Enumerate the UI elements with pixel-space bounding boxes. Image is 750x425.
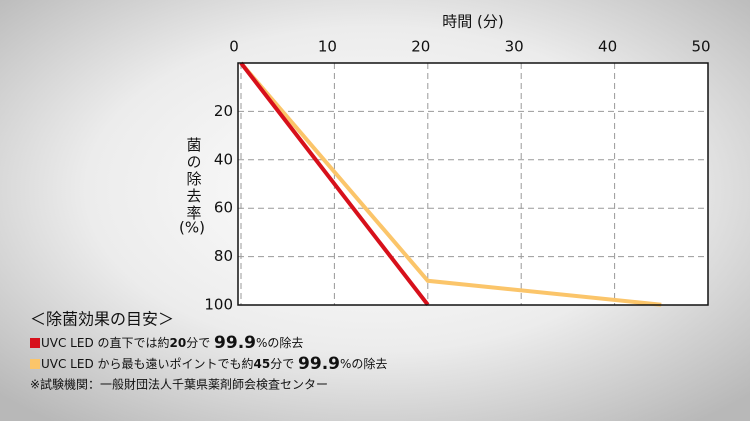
- plot-area: [238, 63, 708, 305]
- series-line: [239, 61, 430, 306]
- x-tick-label: 40: [598, 38, 617, 56]
- note-line: UVC LED の直下では約20分で 99.9%の除去: [41, 333, 303, 353]
- y-axis-title: 菌の除去率: [185, 137, 203, 222]
- note-part: 分で: [186, 336, 214, 350]
- note-part: 分で: [270, 357, 298, 371]
- x-tick-label: 50: [691, 38, 710, 56]
- x-axis-title: 時間 (分): [442, 13, 503, 31]
- note-part: 45: [254, 357, 271, 371]
- note-part: %の除去: [256, 335, 303, 350]
- notes-heading: ＜除菌効果の目安＞: [30, 310, 174, 329]
- legend-swatch: [30, 338, 40, 348]
- marks: [239, 61, 662, 307]
- x-tick-label: 30: [505, 38, 524, 56]
- note-line: UVC LED から最も遠いポイントでも約45分で 99.9%の除去: [41, 354, 387, 374]
- legend-swatch: [30, 359, 40, 369]
- x-tick-label: 20: [411, 38, 430, 56]
- x-tick-label: 0: [229, 38, 239, 56]
- y-tick-label: 100: [204, 296, 233, 314]
- y-tick-label: 80: [214, 247, 233, 265]
- note-part: 99.9: [214, 333, 256, 353]
- note-part: UVC LED から最も遠いポイントでも約: [41, 356, 254, 371]
- note-part: UVC LED の直下では約: [41, 335, 170, 350]
- x-tick-label: 10: [318, 38, 337, 56]
- note-part: 20: [170, 336, 187, 350]
- y-axis-unit: (%): [179, 219, 205, 237]
- y-tick-label: 60: [214, 199, 233, 217]
- note-part: %の除去: [340, 356, 387, 371]
- y-tick-label: 40: [214, 150, 233, 168]
- y-tick-label: 20: [214, 102, 233, 120]
- plot-border: [237, 62, 709, 306]
- series-line: [239, 61, 662, 307]
- footnote: ※試験機関：一般財団法人千葉県薬剤師会検査センター: [30, 377, 328, 392]
- note-part: 99.9: [298, 354, 340, 374]
